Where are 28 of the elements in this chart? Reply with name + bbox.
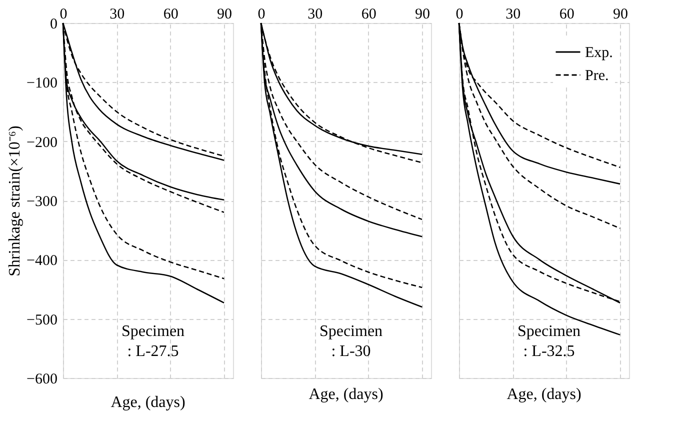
annotation: Specimen : L-32.5 [517, 323, 581, 360]
x-tick-label: 30 [506, 6, 521, 22]
legend-label: Pre. [585, 68, 609, 84]
y-tick-label: −500 [26, 312, 58, 328]
x-tick-label: 30 [110, 6, 125, 22]
x-tick-label: 90 [415, 6, 430, 22]
y-tick-label: −200 [26, 134, 58, 151]
y-tick-label: 0 [50, 16, 58, 32]
annotation: Specimen : L-30 [319, 323, 383, 360]
y-tick-label: −300 [26, 194, 58, 210]
legend-label: Exp. [585, 45, 613, 61]
y-tick-label: −400 [26, 253, 58, 270]
y-tick-label: −100 [26, 76, 58, 92]
annotation: Specimen : L-27.5 [121, 323, 185, 360]
y-tick-label: −600 [26, 372, 58, 388]
x-tick-label: 90 [217, 6, 232, 22]
x-axis-title: Age, (days) [308, 386, 384, 403]
x-tick-label: 30 [308, 6, 323, 22]
x-tick-label: 90 [613, 6, 628, 22]
x-tick-label: 0 [258, 6, 266, 22]
x-tick-label: 60 [163, 6, 178, 22]
x-axis-title: Age, (days) [506, 386, 582, 403]
x-tick-label: 60 [559, 6, 574, 22]
x-tick-label: 0 [456, 6, 464, 22]
x-tick-label: 60 [361, 6, 376, 22]
x-tick-label: 0 [60, 6, 68, 22]
x-axis-title: Age, (days) [110, 394, 186, 411]
y-axis-title: Shrinkage strain(×10⁻⁶) [6, 126, 24, 276]
